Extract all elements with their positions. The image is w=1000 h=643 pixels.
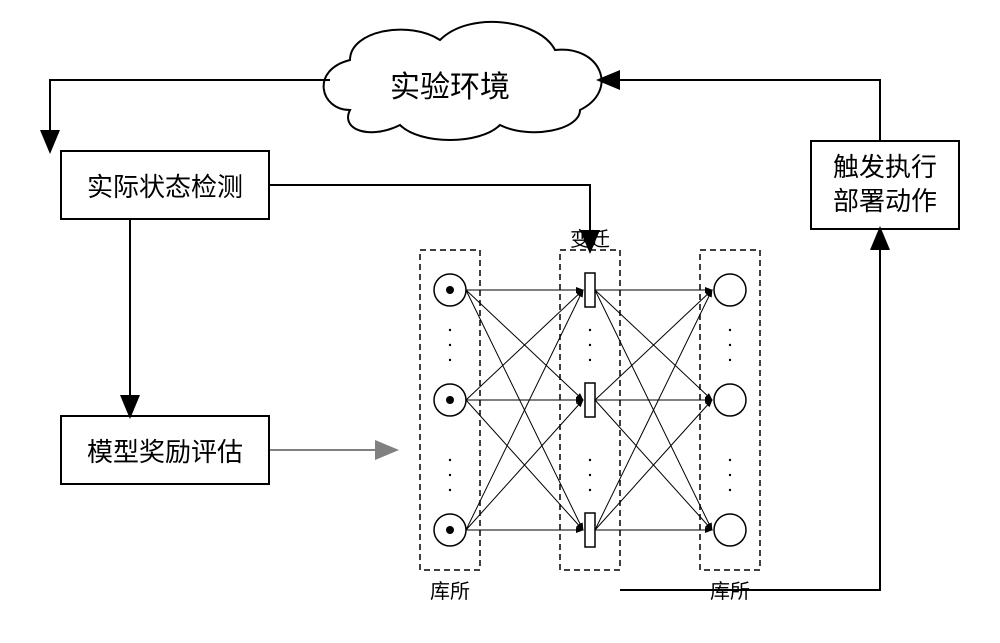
petri-edges bbox=[466, 290, 712, 530]
box-state-detect: 实际状态检测 bbox=[60, 150, 270, 220]
box-trigger: 触发执行 部署动作 bbox=[810, 140, 960, 230]
diagram-canvas: 实验环境 实际状态检测 模型奖励评估 触发执行 部署动作 变迁 库所 库所 bbox=[0, 0, 1000, 643]
box-reward-eval: 模型奖励评估 bbox=[60, 415, 270, 485]
box-trigger-line2: 部署动作 bbox=[833, 185, 937, 219]
box-state-detect-label: 实际状态检测 bbox=[87, 167, 243, 204]
label-transition: 变迁 bbox=[570, 223, 610, 252]
box-reward-eval-label: 模型奖励评估 bbox=[87, 432, 243, 469]
label-place-left: 库所 bbox=[430, 575, 470, 604]
petri-nodes bbox=[434, 273, 746, 547]
petri-columns bbox=[420, 250, 760, 570]
label-place-right: 库所 bbox=[710, 575, 750, 604]
box-trigger-line1: 触发执行 bbox=[833, 151, 937, 185]
cloud-label: 实验环境 bbox=[390, 62, 510, 106]
